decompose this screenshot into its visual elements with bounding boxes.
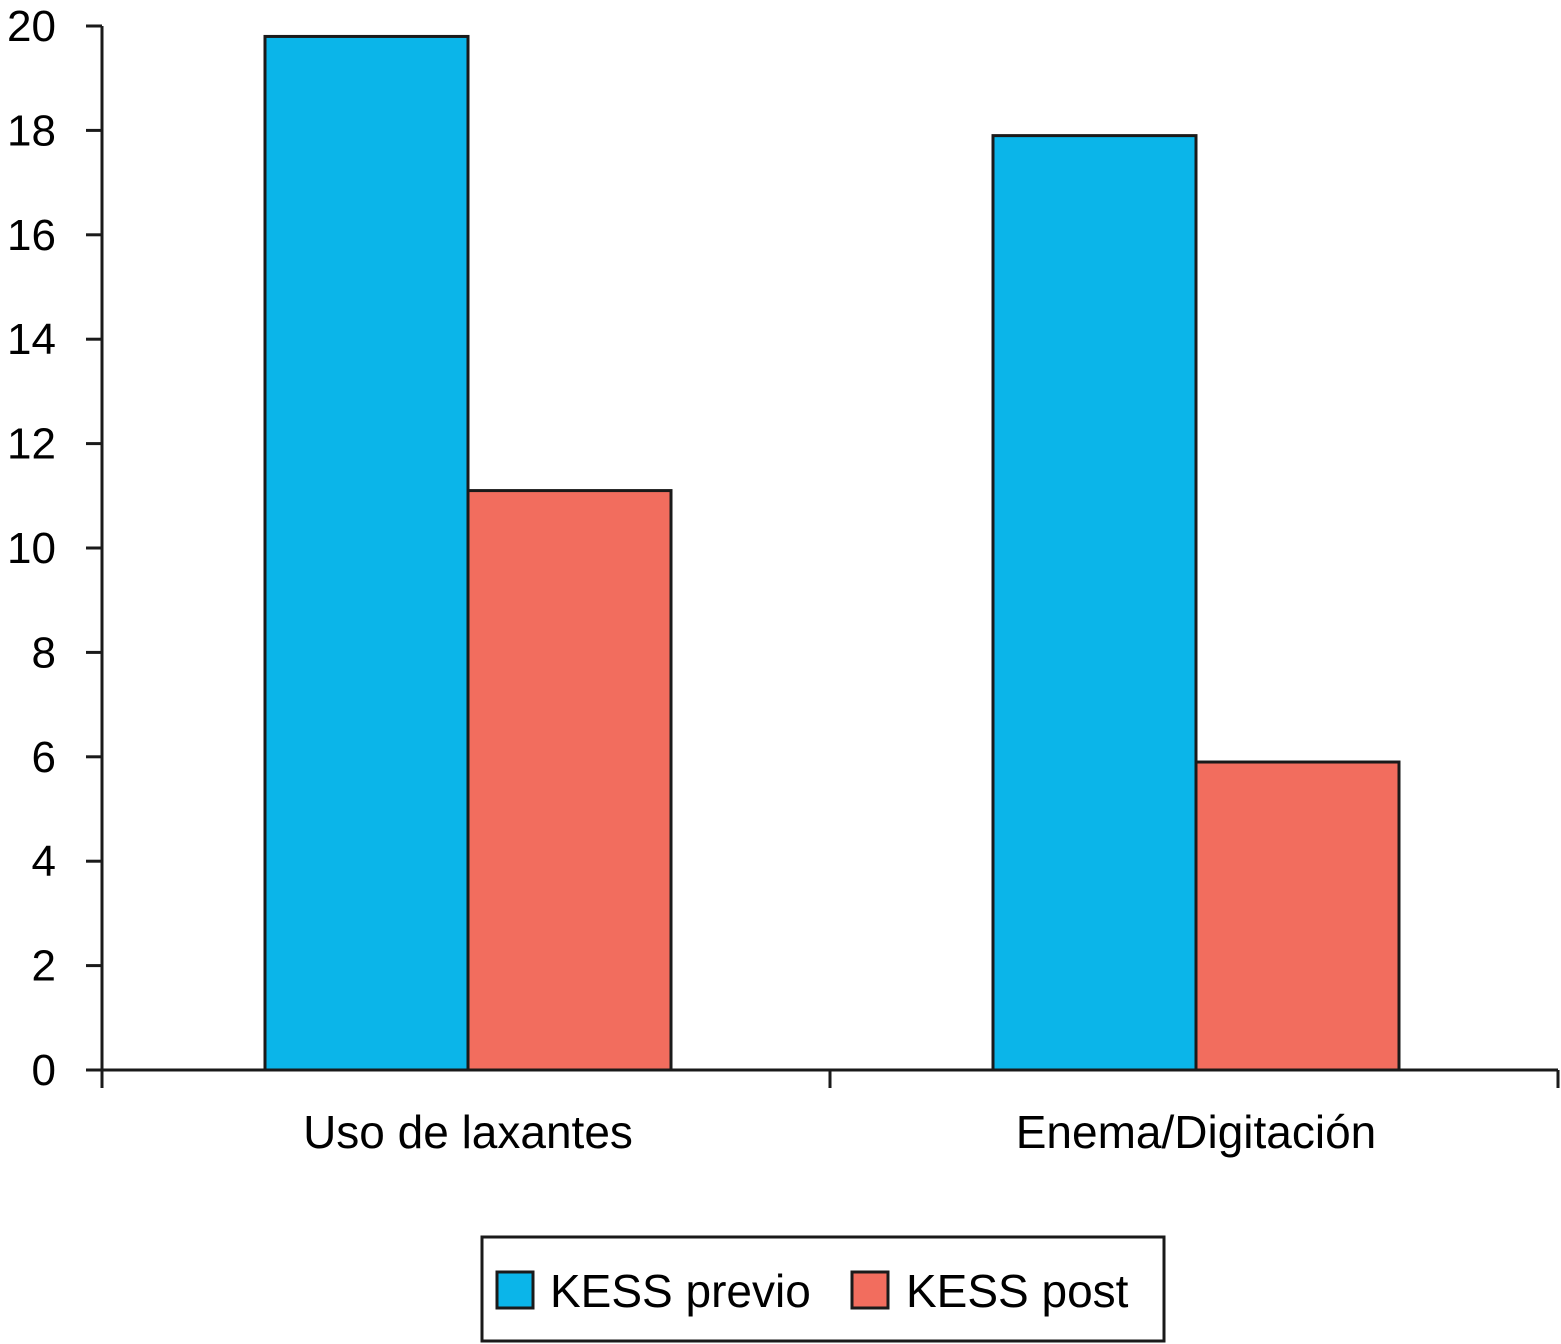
y-tick-label: 2	[32, 942, 56, 991]
legend-label-post: KESS post	[906, 1265, 1129, 1317]
x-axis: Uso de laxantes Enema/Digitación	[100, 1068, 1560, 1158]
y-axis: 0 2 4 6 8 10 12 14 16 18 20	[7, 2, 104, 1095]
bars-group	[263, 34, 1401, 1072]
y-tick-label: 4	[32, 837, 56, 886]
x-tick-label: Uso de laxantes	[303, 1106, 633, 1158]
legend-swatch-previo	[495, 1270, 535, 1310]
legend: KESS previo KESS post	[480, 1235, 1166, 1343]
x-tick-label: Enema/Digitación	[1016, 1106, 1377, 1158]
y-tick-label: 16	[7, 211, 56, 260]
y-tick-label: 0	[32, 1046, 56, 1095]
y-tick-label: 10	[7, 524, 56, 573]
y-tick-label: 6	[32, 733, 56, 782]
bar-previo-1	[991, 134, 1198, 1072]
y-tick-label: 14	[7, 315, 56, 364]
legend-swatch-post	[850, 1270, 890, 1310]
bar-post-0	[466, 489, 673, 1072]
bar-previo-0	[263, 34, 470, 1072]
y-tick-label: 8	[32, 628, 56, 677]
bar-post-1	[1194, 760, 1401, 1072]
y-tick-label: 18	[7, 106, 56, 155]
y-tick-label: 20	[7, 2, 56, 51]
legend-label-previo: KESS previo	[550, 1265, 811, 1317]
legend-box	[480, 1235, 1166, 1343]
y-tick-label: 12	[7, 420, 56, 469]
